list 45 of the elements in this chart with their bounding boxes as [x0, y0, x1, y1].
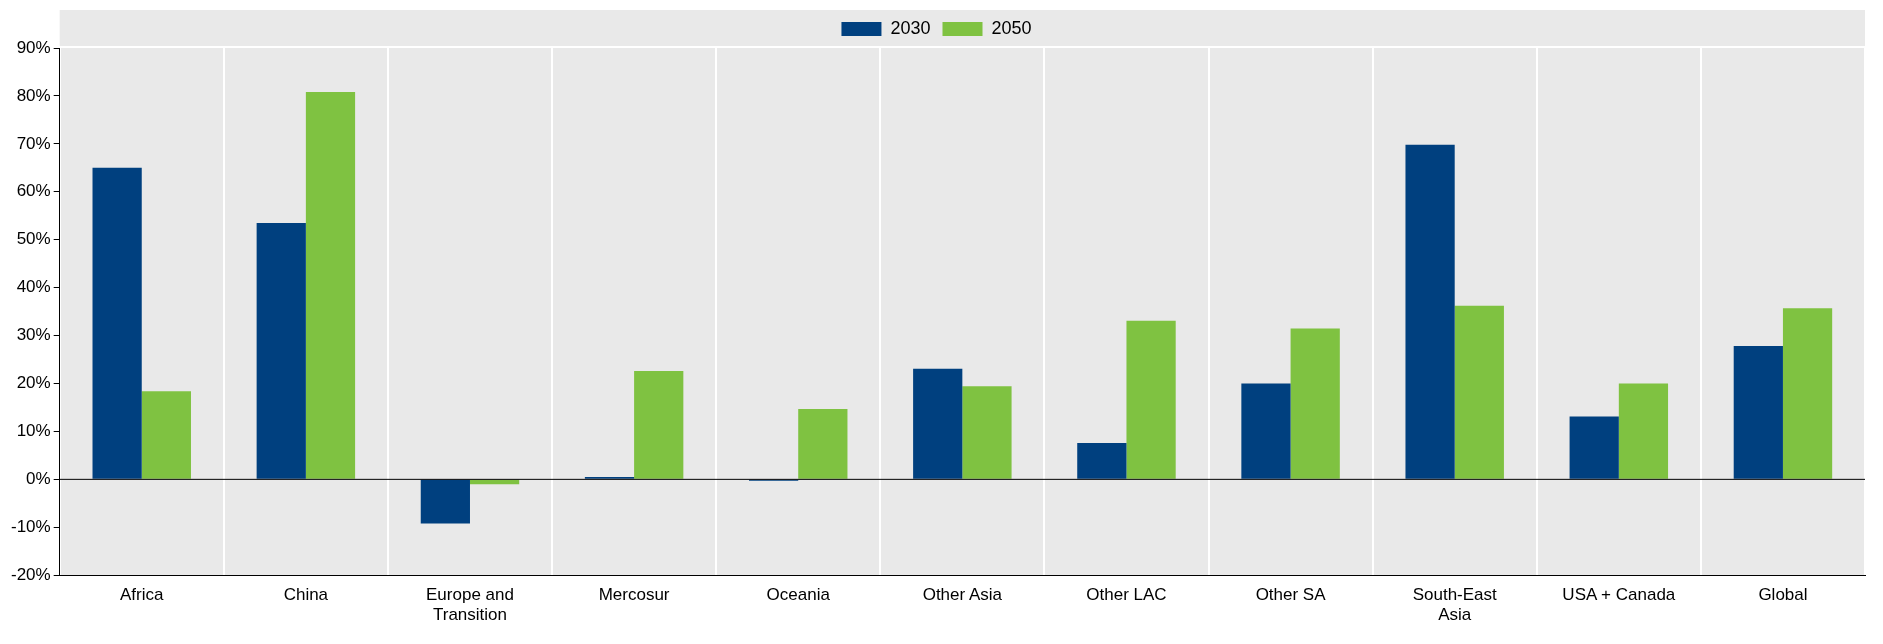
x-tick-label: Other Asia	[922, 585, 1003, 605]
y-tick-label: 80%	[16, 85, 51, 105]
bar	[913, 368, 963, 479]
bar	[1290, 328, 1340, 479]
y-tick-label: -20%	[11, 564, 51, 584]
bar	[256, 222, 306, 479]
bar	[469, 479, 520, 485]
x-tick-label: Europe and Transition	[426, 585, 514, 625]
bar	[1569, 416, 1619, 479]
x-tick-label: South-East Asia	[1412, 585, 1498, 625]
x-tick-label: Global	[1758, 585, 1808, 605]
x-tick-label: USA + Canada	[1562, 585, 1676, 605]
bar	[1126, 320, 1176, 479]
legend-label: 2050	[991, 17, 1032, 38]
bar	[962, 386, 1012, 479]
y-tick-label: -10%	[11, 516, 51, 536]
bar	[1733, 346, 1783, 479]
x-tick-label: Mercosur	[598, 585, 670, 605]
bar	[1077, 442, 1127, 479]
y-tick-label: 60%	[16, 181, 51, 201]
y-tick-label: 20%	[16, 373, 51, 393]
y-tick-label: 90%	[16, 37, 51, 57]
bar	[1454, 305, 1504, 479]
legend-label: 2030	[890, 17, 931, 38]
x-tick-label: Africa	[120, 585, 165, 605]
bar	[1618, 383, 1669, 479]
bar	[1241, 383, 1291, 479]
bar	[92, 167, 142, 479]
y-tick-label: 50%	[16, 229, 51, 249]
bar	[141, 391, 191, 479]
bar	[1405, 144, 1455, 479]
y-tick-label: 40%	[16, 277, 51, 297]
x-tick-label: Oceania	[766, 585, 831, 605]
y-tick-label: 0%	[26, 469, 51, 489]
x-tick-label: Other LAC	[1086, 585, 1167, 605]
y-tick-label: 10%	[16, 421, 51, 441]
x-tick-label: China	[283, 585, 329, 605]
bar	[798, 408, 848, 479]
y-tick-label: 70%	[16, 133, 51, 153]
y-tick-label: 30%	[16, 325, 51, 345]
x-tick-label: Other SA	[1255, 585, 1327, 605]
bar	[634, 371, 684, 479]
bar	[305, 92, 356, 479]
bar	[1782, 308, 1833, 479]
bar	[420, 479, 470, 524]
